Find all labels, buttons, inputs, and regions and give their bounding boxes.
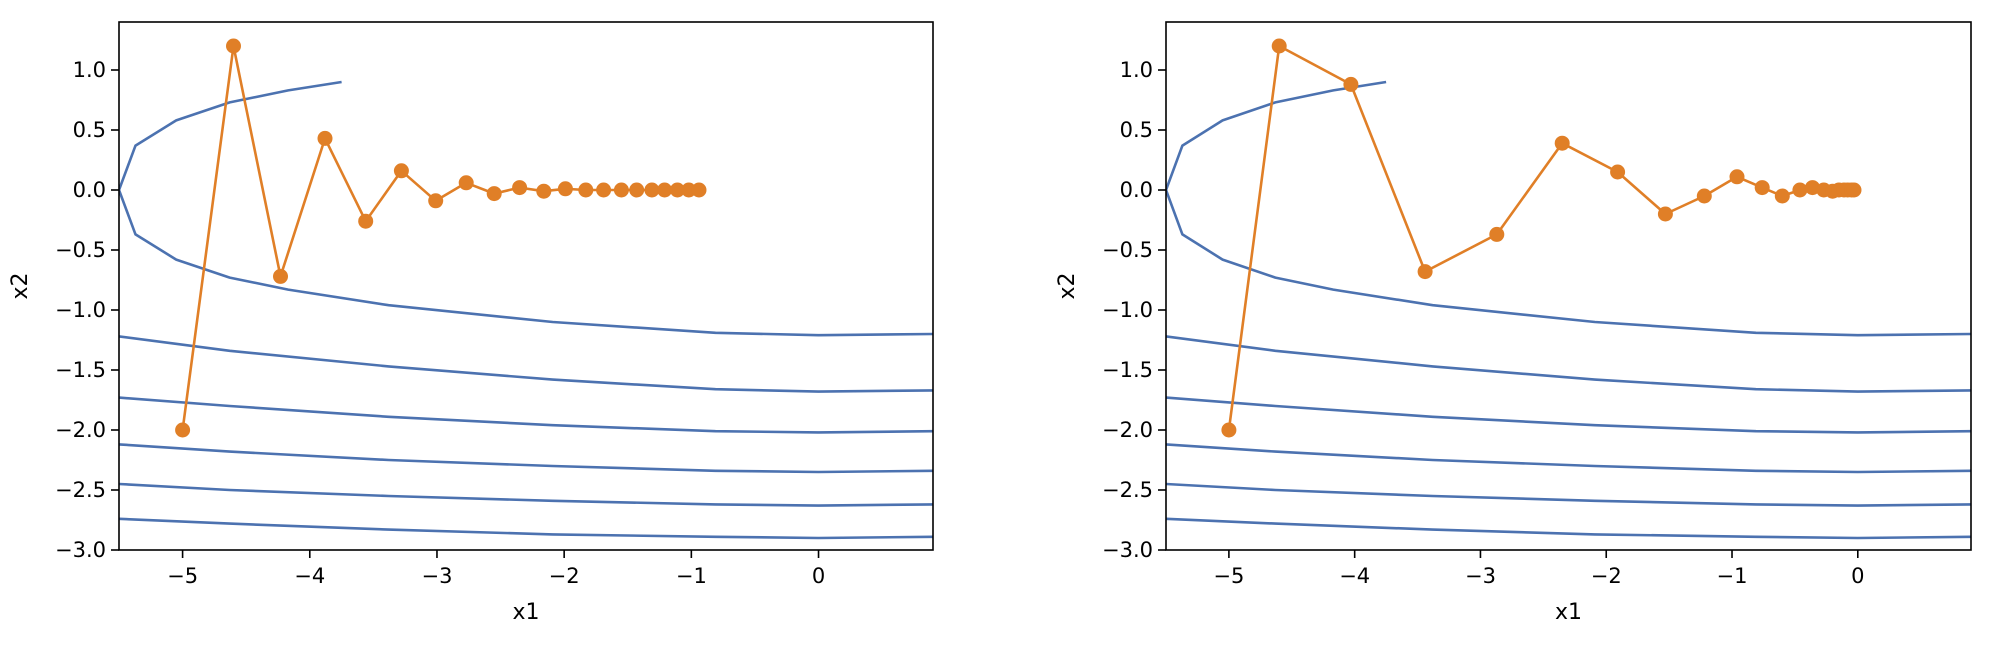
- x-tick-label: −3: [421, 564, 452, 588]
- y-tick-label: −1.0: [1102, 298, 1153, 322]
- x-axis-label: x1: [512, 600, 539, 625]
- contour-line-4: [1166, 443, 1971, 474]
- trajectory-point-15: [613, 182, 629, 198]
- trajectory-series: [175, 38, 707, 438]
- y-tick-label: 0.0: [1120, 178, 1153, 202]
- x-tick-label: −3: [1465, 564, 1496, 588]
- trajectory-point-2: [1271, 38, 1287, 54]
- trajectory-point-10: [1729, 169, 1745, 185]
- trajectory-point-12: [1774, 188, 1790, 204]
- x-tick-label: −4: [294, 564, 325, 588]
- trajectory-point-14: [1805, 180, 1820, 196]
- x-axis-label: x1: [1555, 600, 1582, 625]
- x-tick-label: −5: [1213, 564, 1244, 588]
- x-tick-label: −4: [1339, 564, 1370, 588]
- trajectory-point-6: [393, 163, 409, 179]
- y-tick-label: −1.0: [55, 298, 106, 322]
- y-tick-label: −3.0: [1102, 538, 1153, 562]
- x-tick-label: 0: [1851, 564, 1864, 588]
- trajectory-point-17: [644, 182, 660, 198]
- trajectory-point-13: [1792, 182, 1808, 198]
- x-tick-label: 0: [812, 564, 825, 588]
- trajectory-point-1: [175, 422, 191, 438]
- trajectory-point-10: [512, 180, 528, 196]
- contour-lines: [119, 80, 933, 540]
- contour-line-4: [119, 443, 933, 474]
- trajectory-point-8: [458, 175, 474, 191]
- trajectory-line: [1227, 44, 1854, 431]
- trajectory-point-21: [691, 182, 707, 198]
- contour-line-5: [119, 482, 933, 507]
- y-tick-label: −0.5: [1102, 238, 1153, 262]
- y-tick-label: 0.0: [73, 178, 106, 202]
- trajectory-line: [181, 44, 699, 431]
- trajectory-series: [1221, 38, 1862, 438]
- trajectory-point-9: [486, 186, 502, 202]
- y-axis-label: x2: [8, 272, 33, 299]
- trajectory-point-21: [1846, 182, 1862, 198]
- contour-line-6: [1166, 517, 1971, 540]
- trajectory-point-5: [358, 213, 374, 229]
- trajectory-point-11: [536, 183, 552, 199]
- contour-line-6: [119, 517, 933, 540]
- contour-line-2: [119, 335, 933, 393]
- x-tick-label: −2: [1591, 564, 1622, 588]
- y-axis-label: x2: [1055, 272, 1080, 299]
- left-chart-panel: −5 −4 −3 −2 −1 0 1.0 0.5 0.0 −0.5 −1.0 −1.5 −2.0 −2.5…: [8, 21, 934, 625]
- trajectory-point-1: [1221, 422, 1237, 438]
- x-tick-label: −2: [549, 564, 580, 588]
- contour-line-2: [1166, 335, 1971, 393]
- trajectory-point-5: [1489, 226, 1505, 242]
- contour-line-3: [119, 396, 933, 434]
- y-tick-label: 1.0: [73, 58, 106, 82]
- x-tick-label: −5: [167, 564, 198, 588]
- contour-line-1: [119, 80, 933, 337]
- y-tick-label: 1.0: [1120, 58, 1153, 82]
- trajectory-point-8: [1657, 206, 1673, 222]
- trajectory-point-3: [1343, 76, 1359, 92]
- trajectory-point-9: [1696, 188, 1712, 204]
- y-tick-label: −2.5: [55, 478, 106, 502]
- trajectory-point-4: [1417, 264, 1433, 280]
- trajectory-point-7: [428, 193, 444, 209]
- axes-frame: [118, 21, 934, 551]
- y-tick-label: −2.5: [1102, 478, 1153, 502]
- x-tick-label: −1: [1717, 564, 1748, 588]
- y-tick-label: −3.0: [55, 538, 106, 562]
- trajectory-point-11: [1754, 180, 1770, 196]
- y-tick-label: 0.5: [1120, 118, 1153, 142]
- right-chart-panel: −5 −4 −3 −2 −1 0 1.0 0.5 0.0 −0.5 −1.0 −1.5 −2.0 −2.5…: [1055, 21, 1972, 625]
- trajectory-point-16: [629, 182, 645, 198]
- y-tick-label: 0.5: [73, 118, 106, 142]
- y-tick-label: −2.0: [55, 418, 106, 442]
- contour-line-3: [1166, 396, 1971, 434]
- contour-line-1: [1166, 80, 1971, 337]
- trajectory-point-3: [273, 268, 288, 284]
- y-tick-label: −2.0: [1102, 418, 1153, 442]
- trajectory-point-19: [669, 182, 685, 198]
- contour-line-5: [1166, 482, 1971, 507]
- axes-frame: [1165, 21, 1972, 551]
- trajectory-point-6: [1554, 135, 1570, 151]
- contour-lines: [1166, 80, 1971, 540]
- trajectory-point-18: [657, 182, 673, 198]
- y-tick-label: −1.5: [55, 358, 106, 382]
- trajectory-point-13: [578, 182, 594, 198]
- x-tick-label: −1: [676, 564, 707, 588]
- trajectory-point-7: [1610, 164, 1626, 180]
- y-tick-label: −1.5: [1102, 358, 1153, 382]
- trajectory-point-14: [596, 182, 612, 198]
- trajectory-point-4: [317, 130, 333, 146]
- trajectory-point-2: [226, 38, 241, 54]
- y-tick-label: −0.5: [55, 238, 106, 262]
- trajectory-point-12: [557, 181, 573, 197]
